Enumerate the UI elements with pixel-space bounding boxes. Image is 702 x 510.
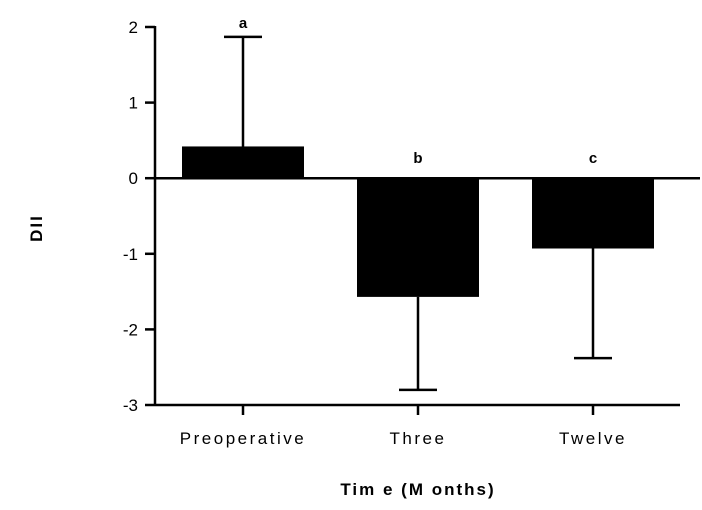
y-tick-label: 0 xyxy=(129,169,138,188)
bars xyxy=(182,146,654,297)
bar-preoperative xyxy=(182,146,304,179)
x-tick-label: Three xyxy=(390,429,447,448)
x-axis: Preoperative Three Twelve xyxy=(155,176,700,448)
y-tick-label: 1 xyxy=(129,94,138,113)
x-tick-label: Preoperative xyxy=(180,429,306,448)
x-axis-title: Tim e (M onths) xyxy=(340,480,495,499)
error-bars xyxy=(224,35,612,392)
y-tick-label: -1 xyxy=(123,245,138,264)
y-tick-label: -2 xyxy=(123,320,138,339)
significance-label: a xyxy=(239,15,248,32)
y-axis: -3 -2 -1 0 1 2 xyxy=(123,18,157,415)
bar-three xyxy=(357,178,479,297)
y-tick-label: -3 xyxy=(123,396,138,415)
y-tick-label: 2 xyxy=(129,18,138,37)
significance-label: c xyxy=(589,150,597,167)
significance-labels: a b c xyxy=(239,15,597,167)
significance-label: b xyxy=(413,150,422,167)
bar-twelve xyxy=(532,178,654,249)
x-tick-label: Twelve xyxy=(559,429,627,448)
y-axis-title: DII xyxy=(27,214,46,242)
